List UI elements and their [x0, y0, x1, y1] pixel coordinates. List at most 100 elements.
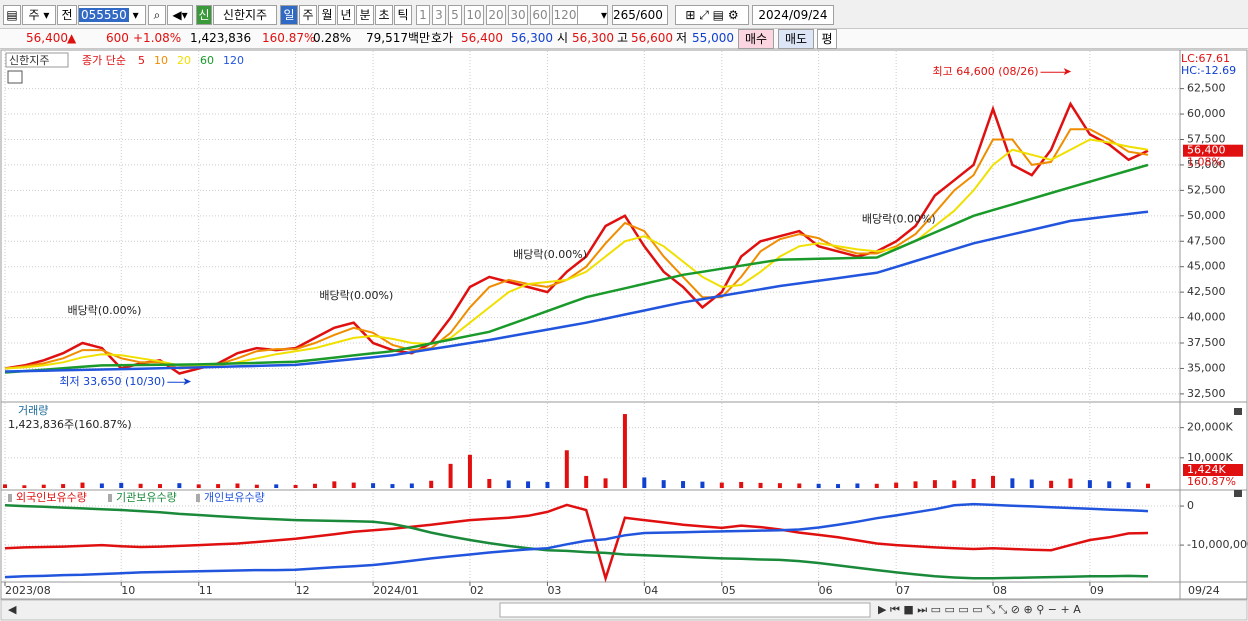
interval-button[interactable]: 초	[375, 5, 393, 25]
y-tick-label: 45,000	[1187, 260, 1226, 273]
volume-bar	[409, 483, 414, 488]
change: 600	[106, 31, 129, 45]
series-line	[4, 101, 1149, 375]
search-button[interactable]: ⌕	[148, 5, 166, 25]
date: 2024/09/24	[758, 8, 828, 22]
high-label: 고	[617, 31, 629, 45]
volume-bar	[545, 481, 550, 488]
y-tick-label: 62,500	[1187, 82, 1226, 95]
market-tag: 신	[196, 5, 212, 25]
volume-bar	[681, 481, 686, 488]
x-tick-label: 09	[1090, 584, 1104, 597]
x-tick-label: 03	[547, 584, 561, 597]
tool-icons[interactable]: ⊞ ⤢ ▤ ⚙	[675, 5, 749, 25]
volume-bar	[351, 482, 356, 488]
hc-label: HC:-12.69	[1181, 64, 1236, 77]
lc-label: LC:67.61	[1181, 52, 1230, 65]
high-label: 최고 64,600 (08/26)	[932, 65, 1038, 78]
volume-bar	[196, 484, 201, 488]
legend-marker	[196, 494, 200, 502]
unit-button[interactable]: 1	[416, 5, 430, 25]
interval-button[interactable]: 주	[299, 5, 317, 25]
count: 265	[613, 8, 636, 22]
volume-bar	[448, 463, 453, 488]
legend-entry: 기관보유수량	[116, 491, 177, 504]
price-box-label: 56,400	[1187, 144, 1226, 157]
dividend-annotation: 배당락(0.00%)	[68, 304, 142, 317]
low-arrow-head: ➤	[182, 375, 191, 388]
legend-entry: 60	[200, 54, 214, 67]
interval-button[interactable]: 분	[356, 5, 374, 25]
code-input[interactable]: 055550 ▾	[78, 5, 146, 25]
sell-button[interactable]: 매도	[778, 29, 814, 49]
volume-bar	[700, 481, 705, 488]
menu-icon[interactable]: ▤	[3, 5, 21, 25]
x-tick-label: 06	[819, 584, 833, 597]
legend-entry: 120	[223, 54, 244, 67]
svg-text:◀: ◀	[8, 603, 17, 616]
volume-bar	[332, 481, 337, 488]
count-max: /600	[635, 8, 663, 22]
interval-button[interactable]: 일	[280, 5, 298, 25]
volume-bar	[235, 483, 240, 488]
panel-title: 거래량	[18, 404, 48, 417]
interval-button[interactable]: 월	[318, 5, 336, 25]
y-tick-label: -10,000,000	[1187, 538, 1248, 551]
price: 56,400	[26, 31, 68, 45]
unit-button[interactable]: 20	[486, 5, 506, 25]
x-tick-label: 10	[121, 584, 135, 597]
legend-prefix: 종가 단순	[82, 54, 126, 67]
y-tick-label: 47,500	[1187, 234, 1226, 247]
volume-bar	[584, 475, 589, 488]
unit-button[interactable]: 10	[464, 5, 484, 25]
legend-box	[5, 52, 69, 68]
volume-bar	[913, 481, 918, 488]
volume-bar	[254, 484, 259, 488]
volume-bar	[22, 485, 27, 488]
volume-bar	[603, 478, 608, 488]
volume-bar	[487, 478, 492, 488]
panel-close	[1234, 408, 1242, 415]
date-input[interactable]: 2024/09/24 ▦	[752, 5, 834, 40]
x-end-label: 09/24	[1188, 584, 1220, 597]
high: 56,600	[631, 31, 673, 45]
count-input[interactable]: 265/600	[612, 5, 668, 25]
volume-bar	[855, 483, 860, 488]
sound-button[interactable]: ◀▾	[167, 5, 193, 25]
avg-button[interactable]: 평	[817, 29, 837, 49]
dividend-annotation: 배당락(0.00%)	[319, 289, 393, 302]
amount: 79,517백만	[366, 31, 431, 45]
low: 55,000	[692, 31, 734, 45]
unit-button[interactable]: 3	[432, 5, 446, 25]
unit-button[interactable]: 60	[530, 5, 550, 25]
interval-button[interactable]: 틱	[394, 5, 412, 25]
rate: +1.08%	[133, 31, 182, 45]
open: 56,300	[572, 31, 614, 45]
x-tick-label: 11	[199, 584, 213, 597]
period: 주	[28, 8, 40, 22]
stock-name[interactable]: 신한지주	[213, 5, 277, 25]
unit-button[interactable]: 30	[508, 5, 528, 25]
legend-entry: 10	[154, 54, 168, 67]
open-label: 시	[557, 31, 569, 45]
buy-button[interactable]: 매수	[738, 29, 774, 49]
volume-bar	[564, 450, 569, 488]
unit-button[interactable]: 5	[448, 5, 462, 25]
volume-bar	[3, 484, 7, 488]
dir-button[interactable]: 전	[57, 5, 77, 25]
volume-bar	[80, 482, 85, 488]
volume-rate: 160.87%	[262, 31, 316, 45]
interval-button[interactable]: 년	[337, 5, 355, 25]
volume-bar	[119, 482, 124, 488]
unit-button[interactable]: 120	[552, 5, 578, 25]
volume-bar	[390, 484, 395, 488]
low-label: 저	[676, 31, 688, 45]
price-box	[1183, 144, 1243, 157]
layout-icon	[7, 70, 23, 84]
volume-bar	[216, 484, 221, 488]
period-select[interactable]: 주 ▾	[22, 5, 56, 25]
volume-bar	[506, 480, 511, 488]
legend-name: 신한지주	[9, 54, 49, 67]
legend-entry: 개인보유수량	[204, 491, 265, 504]
